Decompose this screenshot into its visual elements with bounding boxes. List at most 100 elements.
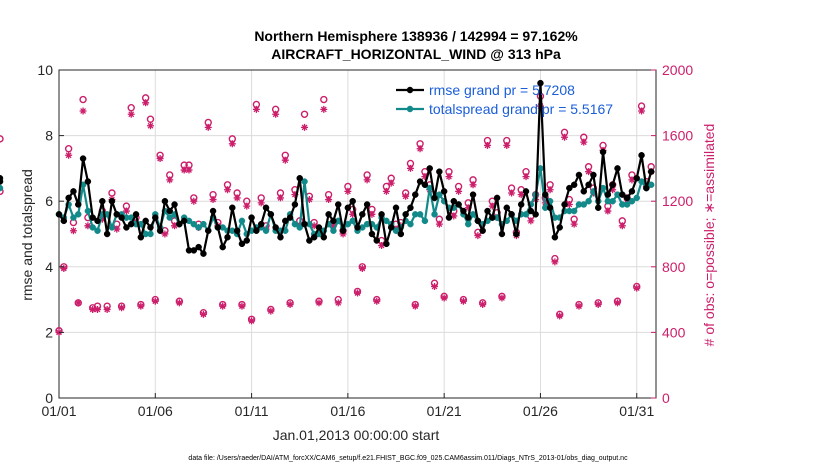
rmse-point: [498, 230, 506, 238]
assimilated-obs-point: [609, 186, 617, 194]
rmse-point: [248, 214, 255, 221]
rmse-point: [426, 165, 433, 172]
plot-frame: [58, 69, 657, 399]
x-axis-label: Jan.01,2013 00:00:00 start: [273, 427, 440, 443]
rmse-point: [479, 227, 486, 234]
possible-obs-point: [0, 187, 4, 196]
rmse-point: [253, 227, 260, 234]
rmse-point: [532, 211, 539, 218]
assimilated-obs-point: [368, 210, 376, 218]
rmse-point: [277, 234, 284, 241]
assimilated-obs-point: [421, 173, 429, 181]
totalspread-point: [623, 201, 631, 208]
assimilated-obs-point: [382, 187, 390, 195]
x-tick-label: 01/31: [619, 403, 654, 419]
assimilated-obs-point: [204, 123, 212, 131]
rmse-point: [75, 201, 82, 208]
assimilated-obs-point: [233, 194, 241, 202]
y-right-tick-label: 0: [662, 390, 670, 406]
y-right-tick-label: 2000: [662, 62, 693, 78]
rmse-point: [421, 181, 429, 189]
y-axis-left-ticks: 0 2 4 6 8 10: [37, 62, 64, 406]
totalspread-point: [70, 214, 77, 221]
totalspread-point: [633, 194, 640, 202]
assimilated-obs-point: [474, 232, 482, 240]
totalspread-point: [464, 220, 472, 228]
rmse-point: [291, 201, 299, 208]
x-tick-label: 01/26: [523, 403, 558, 419]
rmse-point: [455, 201, 462, 208]
rmse-point: [180, 217, 188, 225]
totalspread-point: [330, 227, 337, 234]
totalspread-point: [195, 224, 202, 231]
y-right-tick-label: 1200: [662, 193, 693, 209]
totalspread-point: [585, 197, 592, 205]
assimilated-obs-point: [267, 307, 275, 315]
rmse-point: [79, 155, 87, 162]
x-axis-ticks: 01/01 01/06 01/11 01/16 01/21 01/26 01/31: [41, 393, 654, 419]
y-left-tick-label: 6: [45, 193, 53, 209]
rmse-point: [267, 211, 275, 218]
assimilated-obs-point: [522, 173, 530, 181]
rmse-point: [123, 224, 130, 231]
totalspread-point: [190, 220, 198, 228]
assimilated-obs-point: [594, 301, 602, 309]
rmse-point: [166, 207, 173, 215]
rmse-point: [522, 188, 530, 195]
rmse-point: [296, 174, 303, 182]
legend-marker-totalspread: [406, 105, 414, 113]
rmse-point: [503, 204, 510, 212]
rmse-point: [161, 197, 169, 205]
rmse-point: [137, 234, 145, 241]
assimilated-obs-point: [585, 168, 593, 176]
rmse-point: [310, 234, 318, 241]
rmse-point: [387, 224, 395, 231]
assimilated-obs-point: [151, 297, 159, 305]
y-axis-right-ticks: 0 400 800 1200 1600 2000: [651, 62, 693, 406]
totalspread-point: [431, 211, 438, 218]
rmse-point: [219, 243, 226, 251]
assimilated-obs-point: [580, 138, 588, 146]
possible-obs-point: [127, 104, 135, 112]
assimilated-obs-point: [166, 176, 174, 184]
assimilated-obs-point: [257, 199, 265, 207]
possible-obs-point: [0, 135, 4, 143]
assimilated-obs-point: [310, 222, 318, 230]
assimilated-obs-point: [276, 194, 284, 202]
assimilated-obs-point: [320, 105, 328, 113]
rmse-point: [633, 174, 640, 182]
rmse-point: [84, 178, 92, 185]
rmse-point: [383, 240, 390, 248]
rmse-point: [195, 243, 202, 251]
rmse-point: [60, 217, 68, 225]
assimilated-obs-point: [118, 304, 126, 312]
assimilated-obs-point: [79, 107, 87, 115]
rmse-point: [363, 201, 371, 208]
assimilated-obs-point: [94, 305, 102, 313]
assimilated-obs-point: [252, 105, 260, 113]
rmse-point: [460, 207, 467, 215]
assimilated-obs-point: [488, 202, 496, 210]
rmse-point: [599, 148, 607, 156]
rmse-point: [233, 227, 241, 234]
assimilated-obs-point: [450, 212, 458, 220]
rmse-point: [243, 237, 251, 244]
assimilated-obs-point: [575, 302, 583, 310]
assimilated-obs-point: [638, 107, 646, 115]
rmse-point: [474, 217, 482, 225]
rmse-point: [142, 217, 149, 225]
assimilated-obs-point: [69, 227, 77, 235]
rmse-point: [127, 220, 135, 228]
totalspread-point: [570, 207, 578, 215]
assimilated-obs-point: [498, 294, 506, 302]
assimilated-obs-point: [84, 222, 92, 230]
assimilated-obs-point: [411, 302, 419, 310]
rmse-point: [99, 197, 106, 205]
assimilated-obs-point: [358, 264, 366, 272]
assimilated-obs-point: [60, 264, 68, 272]
legend: rmse grand pr = 5.7208 totalspread grand …: [396, 82, 613, 117]
assimilated-obs-point: [556, 312, 564, 320]
assimilated-obs-point: [315, 299, 323, 307]
rmse-point: [229, 204, 236, 212]
